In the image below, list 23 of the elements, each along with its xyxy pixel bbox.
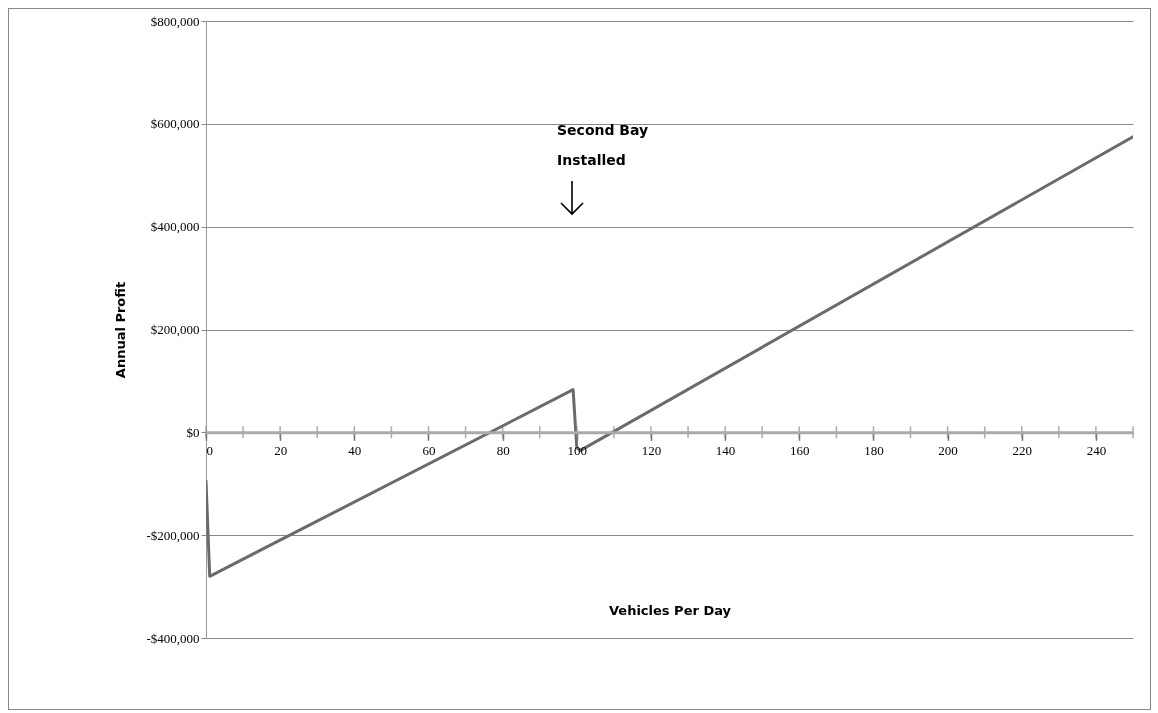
x-axis-title: Vehicles Per Day (608, 602, 732, 618)
x-tick-label: 120 (641, 442, 662, 458)
x-tick-label: 140 (715, 442, 736, 458)
y-tick-label: -$200,000 (146, 527, 200, 543)
y-tick-label: -$400,000 (146, 630, 200, 646)
x-tick-label: 80 (496, 442, 510, 458)
x-tick-label: 60 (422, 442, 436, 458)
y-tick-label: $200,000 (150, 322, 200, 337)
x-tick-label: 40 (348, 442, 362, 458)
y-tick-label: $600,000 (150, 116, 200, 132)
y-axis-title: Annual Profit (113, 281, 129, 379)
y-tick-label: $400,000 (150, 219, 200, 235)
x-tick-label: 20 (274, 442, 288, 458)
y-tick-label: $0 (186, 424, 200, 440)
x-tick-label: 180 (864, 442, 884, 458)
x-tick-label: 200 (938, 442, 958, 458)
x-tick-label: 0 (206, 442, 213, 458)
x-tick-label: 100 (567, 442, 588, 458)
x-tick-label: 160 (790, 442, 810, 458)
x-tick-label: 220 (1012, 442, 1033, 458)
annotation: Second Bay Installed (557, 121, 649, 170)
x-tick-label: 240 (1086, 442, 1107, 458)
y-tick-label: $800,000 (150, 13, 200, 29)
